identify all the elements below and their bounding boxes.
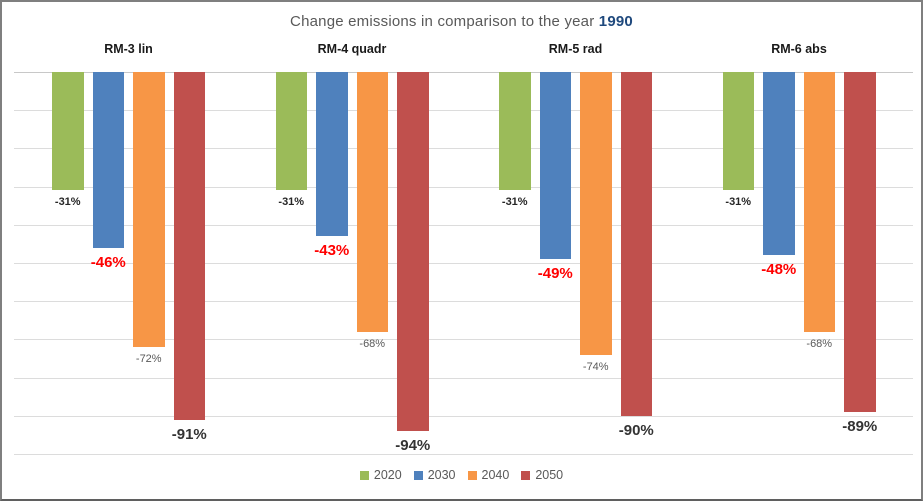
bar-2050-rm-5-rad (620, 72, 652, 416)
legend-swatch-2030 (413, 470, 423, 480)
bar-2040-rm-5-rad (580, 72, 612, 355)
bar-2020-rm-5-rad (499, 72, 531, 191)
legend-item-2040: 2040 (467, 468, 510, 482)
legend-swatch-2040 (467, 470, 477, 480)
data-label-2040-rm-4-quadr: -68% (359, 337, 386, 350)
data-label-2040-rm-5-rad: -74% (582, 360, 609, 373)
gridline (14, 110, 913, 112)
group-title-rm-6-abs: RM-6 abs (771, 42, 827, 56)
chart-title-text: Change emissions in comparison to the ye… (290, 13, 599, 30)
gridline (14, 186, 913, 188)
legend-item-2030: 2030 (413, 468, 456, 482)
data-label-2030-rm-6-abs: -48% (761, 261, 797, 279)
data-label-2020-rm-4-quadr: -31% (278, 196, 305, 209)
data-label-2020-rm-6-abs: -31% (725, 196, 752, 209)
data-label-2020-rm-3-lin: -31% (54, 196, 81, 209)
data-label-2030-rm-3-lin: -46% (90, 253, 126, 271)
legend-swatch-2020 (359, 470, 369, 480)
gridline (14, 339, 913, 341)
data-label-2030-rm-5-rad: -49% (537, 265, 573, 283)
bar-2040-rm-6-abs (803, 72, 835, 332)
legend: 2020 2030 2040 2050 (2, 468, 921, 482)
bar-2050-rm-6-abs (844, 72, 876, 412)
data-label-2030-rm-4-quadr: -43% (314, 242, 350, 260)
legend-label-2020: 2020 (373, 468, 402, 482)
chart-title-year: 1990 (598, 13, 633, 30)
bar-2050-rm-3-lin (173, 72, 205, 420)
group-title-rm-4-quadr: RM-4 quadr (317, 42, 387, 56)
gridline (14, 454, 913, 455)
bar-2020-rm-3-lin (52, 72, 84, 191)
gridline (14, 415, 913, 417)
legend-label-2040: 2040 (481, 468, 510, 482)
data-label-2050-rm-3-lin: -91% (171, 425, 207, 443)
data-label-2040-rm-3-lin: -72% (135, 353, 162, 366)
bar-2030-rm-6-abs (763, 72, 795, 256)
data-label-2050-rm-6-abs: -89% (842, 417, 878, 435)
gridline (14, 301, 913, 303)
bar-2030-rm-3-lin (92, 72, 124, 248)
chart-title: Change emissions in comparison to the ye… (2, 13, 921, 30)
legend-item-2020: 2020 (359, 468, 402, 482)
bar-2030-rm-5-rad (539, 72, 571, 260)
bar-2030-rm-4-quadr (316, 72, 348, 237)
gridline (14, 377, 913, 379)
gridline (14, 148, 913, 150)
bar-2040-rm-4-quadr (356, 72, 388, 332)
legend-swatch-2050 (521, 470, 531, 480)
legend-label-2050: 2050 (535, 468, 564, 482)
data-label-2020-rm-5-rad: -31% (501, 196, 528, 209)
bar-2020-rm-4-quadr (275, 72, 307, 191)
data-label-2040-rm-6-abs: -68% (806, 337, 833, 350)
bar-2020-rm-6-abs (722, 72, 754, 191)
group-title-rm-5-rad: RM-5 rad (548, 42, 603, 56)
gridline (14, 263, 913, 264)
legend-item-2050: 2050 (521, 468, 563, 482)
bar-2040-rm-3-lin (133, 72, 165, 348)
group-title-rm-3-lin: RM-3 lin (104, 42, 153, 56)
data-label-2050-rm-5-rad: -90% (618, 421, 654, 439)
legend-label-2030: 2030 (427, 468, 456, 482)
gridline (14, 224, 913, 226)
bar-2050-rm-4-quadr (397, 72, 429, 432)
data-label-2050-rm-4-quadr: -94% (395, 437, 431, 455)
zero-axis-line (14, 72, 913, 73)
